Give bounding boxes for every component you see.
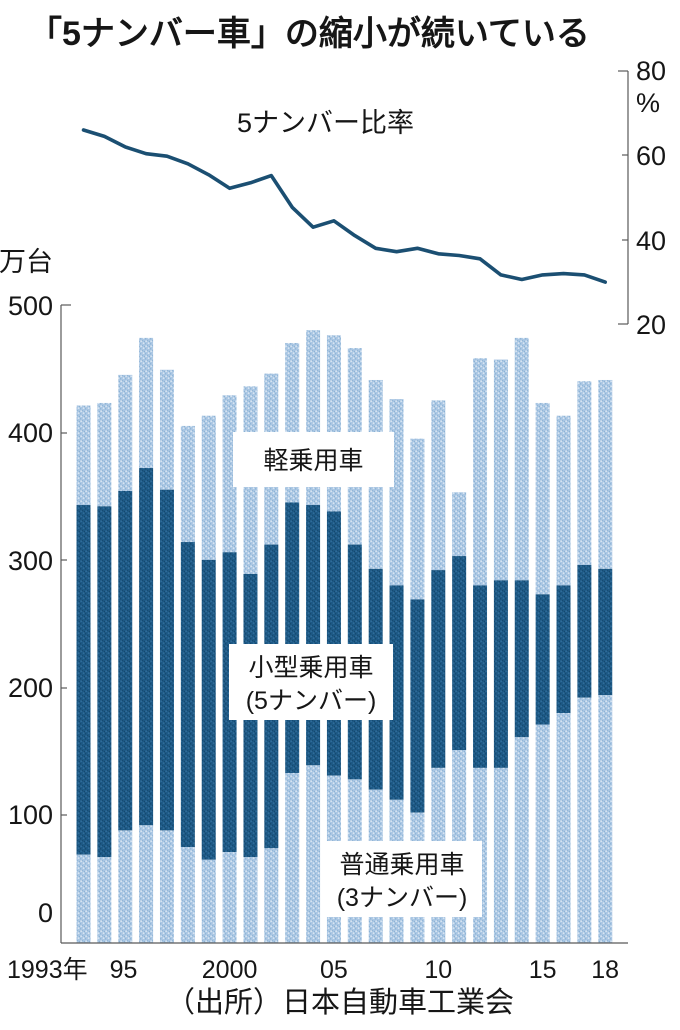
svg-text:18: 18 [591, 956, 619, 984]
svg-text:%: % [636, 88, 660, 118]
svg-text:10: 10 [424, 956, 452, 984]
svg-text:20: 20 [636, 310, 666, 340]
svg-text:(5ナンバー): (5ナンバー) [246, 687, 377, 715]
svg-text:0: 0 [38, 898, 53, 928]
svg-text:400: 400 [8, 418, 53, 448]
svg-text:（出所）日本自動車工業会: （出所）日本自動車工業会 [166, 986, 514, 1019]
svg-text:普通乗用車: 普通乗用車 [339, 851, 464, 879]
svg-text:60: 60 [636, 141, 666, 171]
svg-text:500: 500 [8, 291, 53, 321]
svg-text:15: 15 [529, 956, 557, 984]
svg-text:軽乗用車: 軽乗用車 [263, 447, 363, 475]
svg-text:05: 05 [320, 956, 348, 984]
svg-text:40: 40 [636, 226, 666, 256]
svg-text:小型乗用車: 小型乗用車 [248, 654, 373, 682]
svg-text:5ナンバー比率: 5ナンバー比率 [237, 108, 414, 138]
svg-text:80: 80 [636, 56, 666, 86]
svg-text:300: 300 [8, 546, 53, 576]
svg-text:200: 200 [8, 673, 53, 703]
svg-text:1993年: 1993年 [7, 956, 88, 984]
svg-text:100: 100 [8, 800, 53, 830]
svg-text:(3ナンバー): (3ナンバー) [337, 884, 468, 912]
svg-text:2000: 2000 [202, 956, 258, 984]
svg-text:万台: 万台 [0, 247, 53, 277]
svg-text:95: 95 [110, 956, 138, 984]
